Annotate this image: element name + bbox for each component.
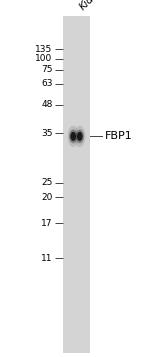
Ellipse shape xyxy=(74,126,86,147)
Ellipse shape xyxy=(70,132,76,141)
Text: 135: 135 xyxy=(35,45,52,54)
Text: 100: 100 xyxy=(35,54,52,63)
Text: 25: 25 xyxy=(41,178,52,187)
Text: 48: 48 xyxy=(41,100,52,110)
Ellipse shape xyxy=(76,129,84,143)
Text: 17: 17 xyxy=(41,219,52,228)
FancyBboxPatch shape xyxy=(63,16,90,353)
Text: 63: 63 xyxy=(41,79,52,88)
Text: 20: 20 xyxy=(41,192,52,202)
Text: Kidney: Kidney xyxy=(77,0,109,12)
Ellipse shape xyxy=(77,132,83,141)
Text: 35: 35 xyxy=(41,129,52,138)
Text: 75: 75 xyxy=(41,65,52,74)
Text: FBP1: FBP1 xyxy=(105,131,133,141)
Text: 11: 11 xyxy=(41,254,52,263)
Ellipse shape xyxy=(69,129,77,143)
Ellipse shape xyxy=(68,126,79,147)
